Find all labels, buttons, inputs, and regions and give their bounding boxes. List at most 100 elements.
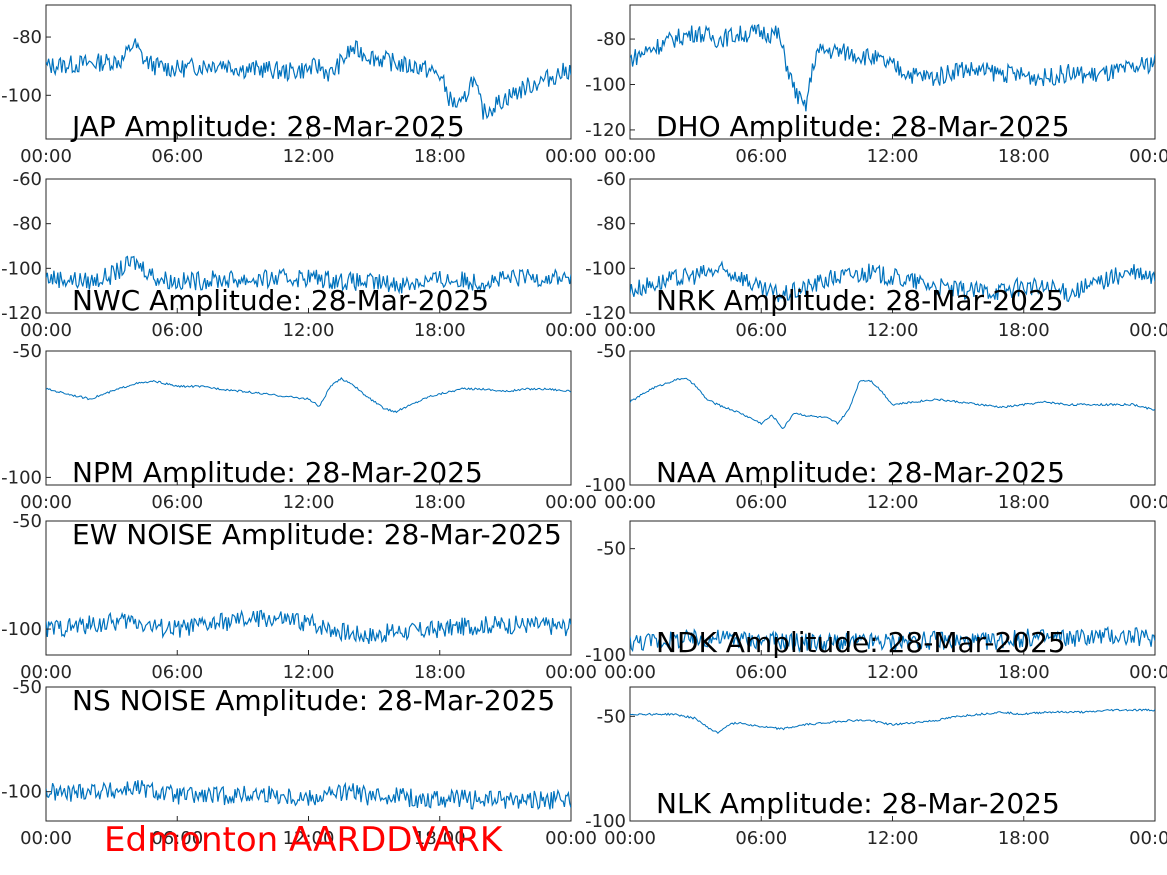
y-tick-label: -80 <box>597 29 626 50</box>
x-tick-label: 00:00 <box>20 146 72 167</box>
chart-title: NWC Amplitude: 28-Mar-2025 <box>72 284 489 317</box>
y-tick-label: -50 <box>13 341 42 362</box>
series-line <box>630 377 1155 429</box>
y-tick-label: -120 <box>1 303 42 324</box>
x-tick-label: 00:00 <box>1129 146 1167 167</box>
x-tick-label: 00:00 <box>1129 662 1167 683</box>
x-tick-label: 06:00 <box>151 662 203 683</box>
y-tick-label: -60 <box>13 169 42 190</box>
chart-title: NS NOISE Amplitude: 28-Mar-2025 <box>72 684 555 717</box>
y-tick-label: -100 <box>585 74 626 95</box>
plot-area <box>45 178 572 314</box>
x-tick-label: 00:00 <box>1129 492 1167 513</box>
chart-panel-3: -60-80-100-12000:0006:0012:0018:0000:00N… <box>585 169 1167 341</box>
x-tick-label: 00:00 <box>545 146 597 167</box>
chart-panel-8: -50 -100 00:00 06:00 12:00 18:00 00:00 NS NOISE… <box>1 677 597 849</box>
x-tick-label: 00:00 <box>1129 320 1167 341</box>
y-tick-label: -50 <box>597 706 626 727</box>
x-tick-label: 12:00 <box>283 320 335 341</box>
y-tick-label: -100 <box>1 782 42 803</box>
y-tick-label: -100 <box>585 645 626 666</box>
x-tick-label: 06:00 <box>151 320 203 341</box>
chart-title: NLK Amplitude: 28-Mar-2025 <box>656 787 1060 820</box>
y-tick-label: -50 <box>597 539 626 560</box>
y-tick-label: -100 <box>1 619 42 640</box>
y-tick-label: -80 <box>13 27 42 48</box>
y-tick-label: -60 <box>597 169 626 190</box>
x-tick-label: 00:00 <box>604 828 656 849</box>
chart-title: NPM Amplitude: 28-Mar-2025 <box>72 456 483 489</box>
x-tick-label: 06:00 <box>735 320 787 341</box>
footer-station-label: Edmonton AARDDVARK <box>104 820 503 860</box>
chart-title: NDK Amplitude: 28-Mar-2025 <box>656 626 1066 659</box>
plot-area <box>45 350 572 486</box>
series-line <box>46 780 571 811</box>
x-tick-label: 12:00 <box>867 662 919 683</box>
x-tick-label: 00:00 <box>20 320 72 341</box>
plot-area <box>629 178 1156 314</box>
series-line <box>630 625 1155 653</box>
y-tick-label: -120 <box>585 303 626 324</box>
x-tick-label: 18:00 <box>998 320 1050 341</box>
series-line <box>46 377 571 414</box>
x-tick-label: 06:00 <box>735 828 787 849</box>
x-tick-label: 06:00 <box>735 662 787 683</box>
y-tick-label: -100 <box>1 258 42 279</box>
x-tick-label: 18:00 <box>414 320 466 341</box>
plot-area <box>629 686 1156 822</box>
plot-area <box>629 4 1156 140</box>
x-tick-label: 12:00 <box>867 146 919 167</box>
x-tick-label: 00:00 <box>545 828 597 849</box>
chart-title: NRK Amplitude: 28-Mar-2025 <box>656 284 1064 317</box>
y-tick-label: -50 <box>597 341 626 362</box>
x-tick-label: 00:00 <box>545 662 597 683</box>
x-tick-label: 18:00 <box>998 146 1050 167</box>
y-tick-label: -50 <box>13 677 42 698</box>
series-line <box>630 708 1155 735</box>
chart-panel-1: -80-100-12000:0006:0012:0018:0000:00DHO … <box>585 4 1167 167</box>
x-tick-label: 12:00 <box>867 828 919 849</box>
x-tick-label: 12:00 <box>867 492 919 513</box>
series-line <box>630 260 1155 303</box>
x-tick-label: 18:00 <box>998 662 1050 683</box>
y-tick-label: -100 <box>585 811 626 832</box>
x-tick-label: 06:00 <box>151 828 203 849</box>
x-tick-label: 00:00 <box>545 492 597 513</box>
x-tick-label: 18:00 <box>414 828 466 849</box>
x-tick-label: 00:00 <box>1129 828 1167 849</box>
plot-area <box>629 350 1156 486</box>
series-line <box>46 609 571 645</box>
y-tick-label: -80 <box>13 214 42 235</box>
series-line <box>46 38 571 120</box>
x-tick-label: 00:00 <box>20 828 72 849</box>
x-tick-label: 06:00 <box>735 492 787 513</box>
y-tick-label: -100 <box>585 258 626 279</box>
chart-title: DHO Amplitude: 28-Mar-2025 <box>656 110 1070 143</box>
y-tick-label: -80 <box>597 214 626 235</box>
x-tick-label: 06:00 <box>151 492 203 513</box>
x-tick-label: 00:00 <box>604 146 656 167</box>
x-tick-label: 18:00 <box>998 492 1050 513</box>
series-line <box>46 255 571 295</box>
x-tick-label: 18:00 <box>414 662 466 683</box>
x-tick-label: 18:00 <box>414 492 466 513</box>
chart-title: EW NOISE Amplitude: 28-Mar-2025 <box>72 518 562 551</box>
x-tick-label: 00:00 <box>545 320 597 341</box>
x-tick-label: 18:00 <box>414 146 466 167</box>
y-tick-label: -120 <box>585 120 626 141</box>
y-tick-label: -100 <box>1 467 42 488</box>
x-tick-label: 00:00 <box>604 662 656 683</box>
x-tick-label: 06:00 <box>735 146 787 167</box>
y-tick-label: -100 <box>1 85 42 106</box>
x-tick-label: 00:00 <box>20 662 72 683</box>
chart-title: NAA Amplitude: 28-Mar-2025 <box>656 456 1065 489</box>
series-line <box>630 23 1155 112</box>
x-tick-label: 18:00 <box>998 828 1050 849</box>
x-tick-label: 12:00 <box>283 828 335 849</box>
